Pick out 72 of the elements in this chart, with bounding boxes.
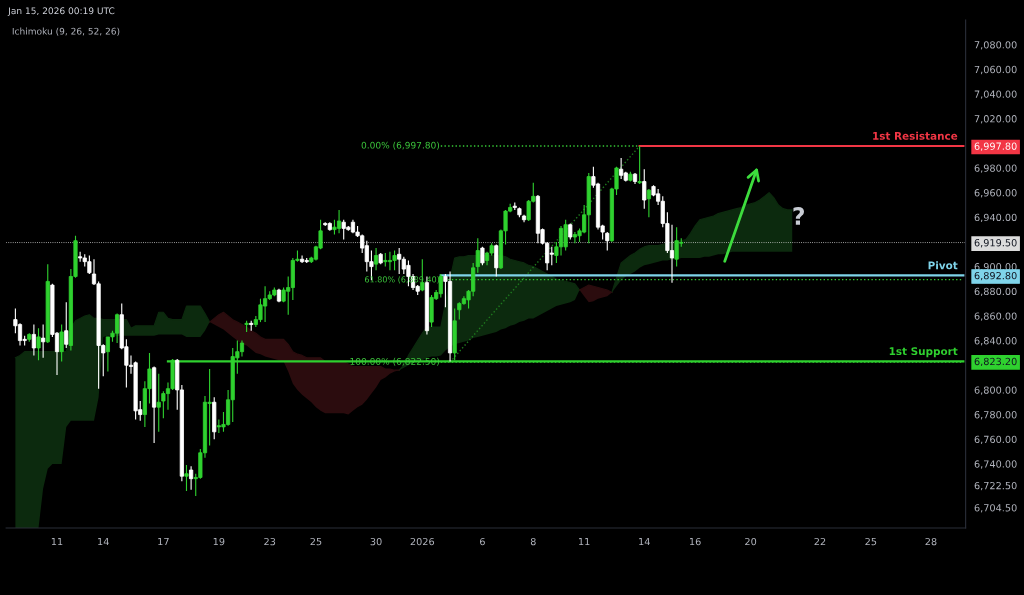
candlestick	[619, 157, 624, 180]
chart-title: Jan 15, 2026 00:19 UTC	[7, 7, 115, 16]
y-tick-label: 6,704.50	[974, 504, 1017, 513]
x-tick-label: 2026	[410, 537, 435, 546]
x-tick-label: 11	[579, 538, 590, 546]
candlestick	[397, 247, 402, 275]
x-tick-label: 16	[690, 537, 701, 546]
x-tick-label: 23	[264, 537, 276, 546]
candlestick	[59, 323, 64, 363]
x-tick-label: 20	[745, 537, 757, 546]
y-tick-label: 6,892.80	[974, 271, 1017, 281]
candlestick	[494, 243, 499, 278]
y-tick-label: 7,080.00	[974, 41, 1017, 50]
y-tick-label: 6,860.00	[974, 312, 1017, 321]
y-tick-label: 6,980.00	[974, 164, 1017, 173]
candlestick	[36, 327, 41, 361]
y-tick-label: 7,060.00	[974, 65, 1017, 75]
x-tick-label: 25	[865, 537, 877, 546]
x-tick-label: 19	[213, 537, 225, 546]
candlestick	[373, 247, 379, 271]
candlestick	[300, 254, 305, 264]
annotation: 0.00% (6,997.80)	[361, 141, 440, 150]
candlestick	[438, 273, 443, 298]
candlestick	[64, 301, 69, 349]
candlestick	[558, 225, 564, 257]
candlestick	[78, 251, 83, 263]
x-tick-label: 28	[925, 537, 937, 546]
y-tick-label: 6,740.00	[974, 460, 1017, 469]
candlestick	[637, 145, 642, 185]
x-tick-label: 6	[480, 537, 485, 546]
y-tick-label: 6,800.00	[974, 386, 1017, 395]
annotation: ?	[793, 207, 804, 225]
candlestick	[669, 224, 675, 284]
candlestick	[31, 323, 36, 356]
candlestick	[336, 209, 342, 234]
candlestick	[41, 323, 46, 359]
candlestick	[387, 251, 393, 271]
y-tick-label: 6,823.20	[974, 357, 1017, 367]
annotation: Ichimoku (9, 26, 52, 26)	[12, 27, 120, 36]
y-tick-label: 6,919.50	[974, 239, 1017, 248]
series-label: 1st Resistance	[873, 131, 958, 140]
candlestick	[189, 465, 194, 491]
y-tick-label: 6,997.80	[974, 142, 1017, 151]
candlestick	[549, 246, 554, 266]
x-tick-label: 11	[51, 538, 63, 546]
y-tick-label: 6,940.00	[974, 213, 1017, 223]
candlestick	[392, 250, 397, 271]
series-label: 1st Support	[889, 347, 958, 358]
candlestick	[17, 322, 23, 347]
x-tick-label: 25	[310, 537, 322, 546]
candlestick	[156, 373, 161, 433]
x-tick-label: 17	[158, 538, 169, 546]
y-tick-label: 6,722.50	[974, 481, 1017, 491]
x-tick-label: 14	[639, 538, 650, 546]
candlestick	[642, 168, 647, 210]
x-tick-label: 22	[814, 537, 826, 546]
x-tick-label: 30	[370, 537, 382, 546]
candlestick	[646, 188, 651, 218]
annotation: 100.00% (6,822.50)	[350, 357, 440, 366]
y-tick-label: 6,840.00	[974, 337, 1017, 346]
candlestick	[563, 219, 568, 252]
y-tick-label: 7,040.00	[974, 90, 1017, 99]
x-tick-label: 14	[98, 538, 109, 546]
candlestick	[184, 464, 189, 492]
y-tick-label: 6,760.00	[974, 435, 1017, 445]
y-tick-label: 6,780.00	[974, 411, 1017, 420]
x-tick-label: 8	[530, 537, 536, 546]
y-tick-label: 6,960.00	[974, 189, 1017, 198]
series-label: Pivot	[928, 261, 958, 270]
candlestick	[605, 231, 610, 252]
y-tick-label: 7,020.00	[974, 115, 1017, 124]
y-tick-label: 6,880.00	[974, 287, 1017, 297]
